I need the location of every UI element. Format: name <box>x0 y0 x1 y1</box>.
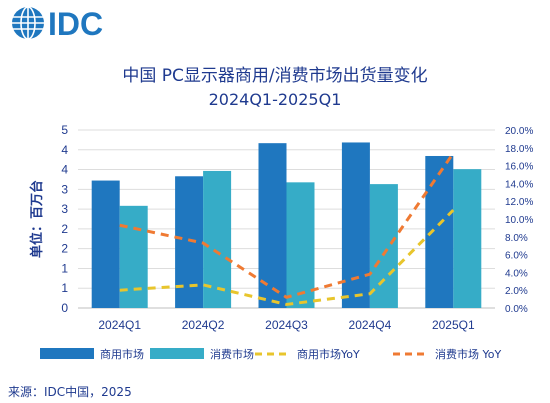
y-tick-label: 2 <box>61 222 68 236</box>
y2-tick-label: 12.0% <box>505 197 533 208</box>
bar-consumer <box>453 169 482 308</box>
y2-tick-label: 18.0% <box>505 144 533 155</box>
y2-tick-label: 16.0% <box>505 162 533 173</box>
y2-tick-label: 20.0% <box>505 126 533 137</box>
x-tick-label: 2024Q4 <box>349 318 392 332</box>
y-axis-label: 单位：百万台 <box>29 180 45 258</box>
y2-tick-label: 2.0% <box>505 286 528 297</box>
y2-tick-label: 8.0% <box>505 233 528 244</box>
y-tick-label: 1 <box>61 261 68 275</box>
y2-tick-label: 6.0% <box>505 251 528 262</box>
legend-swatch <box>150 348 204 359</box>
bar-commercial <box>341 142 370 308</box>
y-tick-label: 0 <box>61 301 68 315</box>
y-tick-label: 1 <box>61 281 68 295</box>
logo-text: IDC <box>48 6 103 42</box>
legend-label: 商用市场YoY <box>297 347 360 361</box>
y2-tick-label: 4.0% <box>505 268 528 279</box>
y-tick-label: 4 <box>61 163 68 177</box>
x-tick-label: 2025Q1 <box>432 318 475 332</box>
bar-consumer <box>286 182 315 308</box>
chart-subtitle: 2024Q1-2025Q1 <box>208 90 342 109</box>
globe-icon <box>12 6 44 40</box>
x-tick-label: 2024Q1 <box>98 318 141 332</box>
x-tick-label: 2024Q2 <box>182 318 225 332</box>
bar-commercial <box>175 176 204 308</box>
y-tick-label: 2 <box>61 242 68 256</box>
bar-consumer <box>369 184 398 308</box>
y-tick-label: 3 <box>61 202 68 216</box>
y2-tick-label: 0.0% <box>505 304 528 315</box>
legend-swatch <box>40 348 94 359</box>
y2-tick-label: 14.0% <box>505 179 533 190</box>
legend-label: 商用市场 <box>100 347 144 361</box>
bar-consumer <box>119 205 148 308</box>
bar-consumer <box>203 170 232 308</box>
y2-tick-label: 10.0% <box>505 215 533 226</box>
y-tick-label: 5 <box>61 123 68 137</box>
source-note: 来源：IDC中国，2025 <box>8 385 132 399</box>
legend-label: 消费市场 YoY <box>435 347 501 361</box>
chart-title: 中国 PC显示器商用/消费市场出货量变化 <box>122 66 428 86</box>
x-tick-label: 2024Q3 <box>265 318 308 332</box>
idc-logo: IDC <box>12 6 103 42</box>
y-tick-label: 4 <box>61 143 68 157</box>
y-tick-label: 3 <box>61 182 68 196</box>
legend-label: 消费市场 <box>210 347 254 361</box>
bar-commercial <box>91 180 120 308</box>
